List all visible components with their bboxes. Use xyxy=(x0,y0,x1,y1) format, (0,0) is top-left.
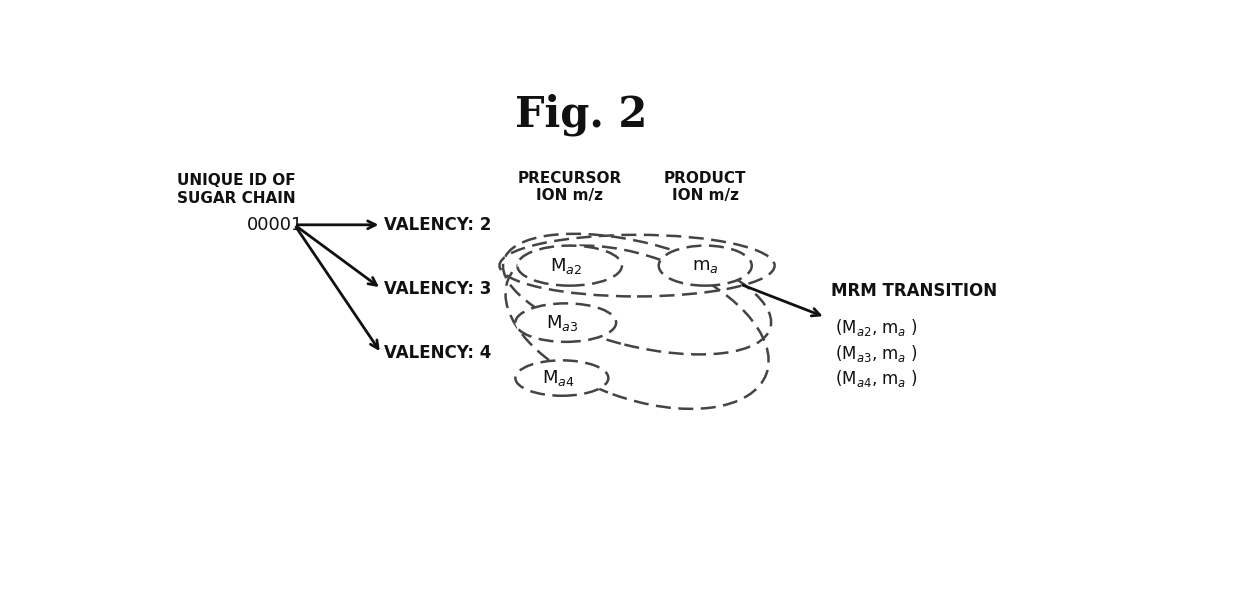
Text: Fig. 2: Fig. 2 xyxy=(515,94,647,136)
Text: (M$_{a2}$, m$_{a}$ ): (M$_{a2}$, m$_{a}$ ) xyxy=(836,317,919,338)
Ellipse shape xyxy=(658,245,751,286)
Ellipse shape xyxy=(516,303,616,342)
Text: (M$_{a3}$, m$_{a}$ ): (M$_{a3}$, m$_{a}$ ) xyxy=(836,343,919,364)
Text: VALENCY: 2: VALENCY: 2 xyxy=(383,216,491,234)
Text: M$_{a2}$: M$_{a2}$ xyxy=(549,256,582,276)
Text: (M$_{a4}$, m$_{a}$ ): (M$_{a4}$, m$_{a}$ ) xyxy=(836,368,919,390)
Text: UNIQUE ID OF
SUGAR CHAIN: UNIQUE ID OF SUGAR CHAIN xyxy=(177,173,295,206)
Ellipse shape xyxy=(516,361,609,396)
Ellipse shape xyxy=(517,245,622,286)
Text: PRECURSOR
ION m/z: PRECURSOR ION m/z xyxy=(517,171,621,203)
Text: M$_{a4}$: M$_{a4}$ xyxy=(542,368,574,388)
Text: VALENCY: 3: VALENCY: 3 xyxy=(383,280,491,298)
Text: M$_{a3}$: M$_{a3}$ xyxy=(546,312,578,333)
Text: 00001: 00001 xyxy=(247,216,304,234)
Text: VALENCY: 4: VALENCY: 4 xyxy=(383,344,491,362)
Text: MRM TRANSITION: MRM TRANSITION xyxy=(831,282,997,300)
Text: m$_{a}$: m$_{a}$ xyxy=(692,257,718,274)
Text: PRODUCT
ION m/z: PRODUCT ION m/z xyxy=(663,171,746,203)
